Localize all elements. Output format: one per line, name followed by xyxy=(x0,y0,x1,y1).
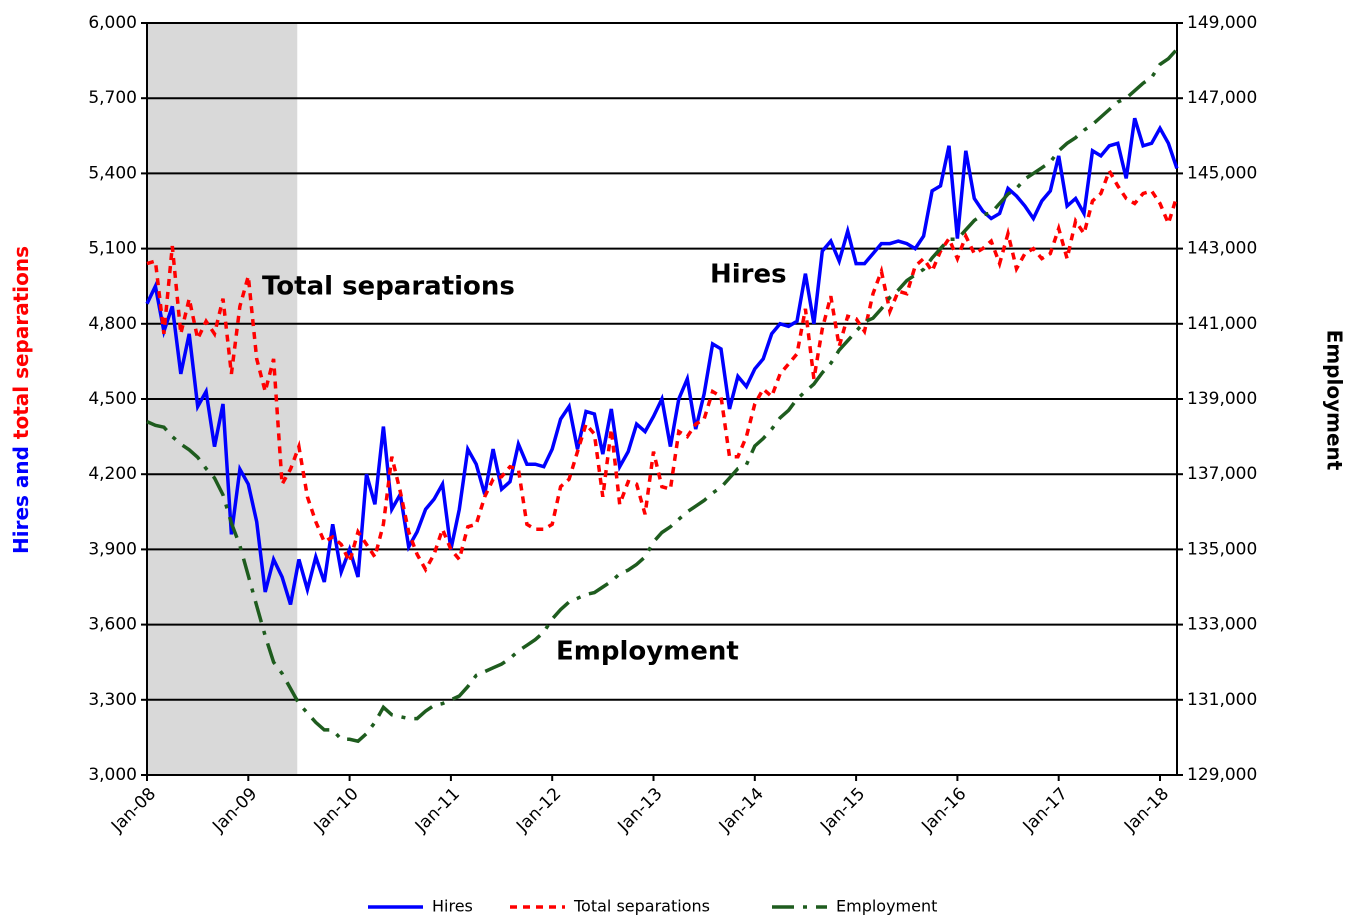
annotation: Total separations xyxy=(262,272,515,302)
y2-tick-label: 141,000 xyxy=(1187,314,1257,334)
x-tick-label: Jan-11 xyxy=(411,784,464,837)
y-axis-label-part: Hires and xyxy=(9,439,33,554)
y2-tick-label: 139,000 xyxy=(1187,389,1257,409)
y-tick-label: 3,000 xyxy=(88,765,137,785)
legend-label: Hires xyxy=(432,897,473,916)
y-tick-label: 4,800 xyxy=(88,314,137,334)
y-tick-label: 3,900 xyxy=(88,539,137,559)
y2-tick-label: 135,000 xyxy=(1187,539,1257,559)
x-tick-label: Jan-08 xyxy=(107,784,160,837)
y2-tick-label: 149,000 xyxy=(1187,13,1257,33)
x-tick-label: Jan-16 xyxy=(917,784,970,837)
x-tick-label: Jan-09 xyxy=(208,784,261,837)
y2-tick-label: 143,000 xyxy=(1187,239,1257,259)
y-tick-label: 5,400 xyxy=(88,163,137,183)
annotation: Hires xyxy=(710,260,787,290)
y-tick-label: 5,700 xyxy=(88,88,137,108)
annotation: Employment xyxy=(556,637,739,667)
y-axis-label-part: total separations xyxy=(9,246,33,439)
y-axis-label: Hires and total separations xyxy=(9,246,33,554)
y-tick-label: 5,100 xyxy=(88,239,137,259)
x-tick-label: Jan-15 xyxy=(816,784,869,837)
y2-tick-label: 129,000 xyxy=(1187,765,1257,785)
x-tick-label: Jan-10 xyxy=(310,784,363,837)
x-tick-label: Jan-14 xyxy=(715,784,768,837)
legend-label: Employment xyxy=(836,897,937,916)
y-tick-label: 4,500 xyxy=(88,389,137,409)
y-tick-label: 3,300 xyxy=(88,690,137,710)
y-tick-label: 3,600 xyxy=(88,615,137,635)
y-tick-label: 4,200 xyxy=(88,464,137,484)
y2-tick-label: 145,000 xyxy=(1187,163,1257,183)
series-line xyxy=(146,166,1179,574)
x-tick-label: Jan-12 xyxy=(512,784,565,837)
y2-tick-label: 147,000 xyxy=(1187,88,1257,108)
x-tick-label: Jan-17 xyxy=(1019,784,1072,837)
legend-label: Total separations xyxy=(573,897,710,916)
y2-tick-label: 131,000 xyxy=(1187,690,1257,710)
y2-tick-label: 137,000 xyxy=(1187,464,1257,484)
y-tick-label: 6,000 xyxy=(88,13,137,33)
y2-tick-label: 133,000 xyxy=(1187,615,1257,635)
series-line xyxy=(146,48,1179,744)
x-tick-label: Jan-18 xyxy=(1120,784,1173,837)
y2-axis-label: Employment xyxy=(1323,330,1347,471)
x-tick-label: Jan-13 xyxy=(614,784,667,837)
